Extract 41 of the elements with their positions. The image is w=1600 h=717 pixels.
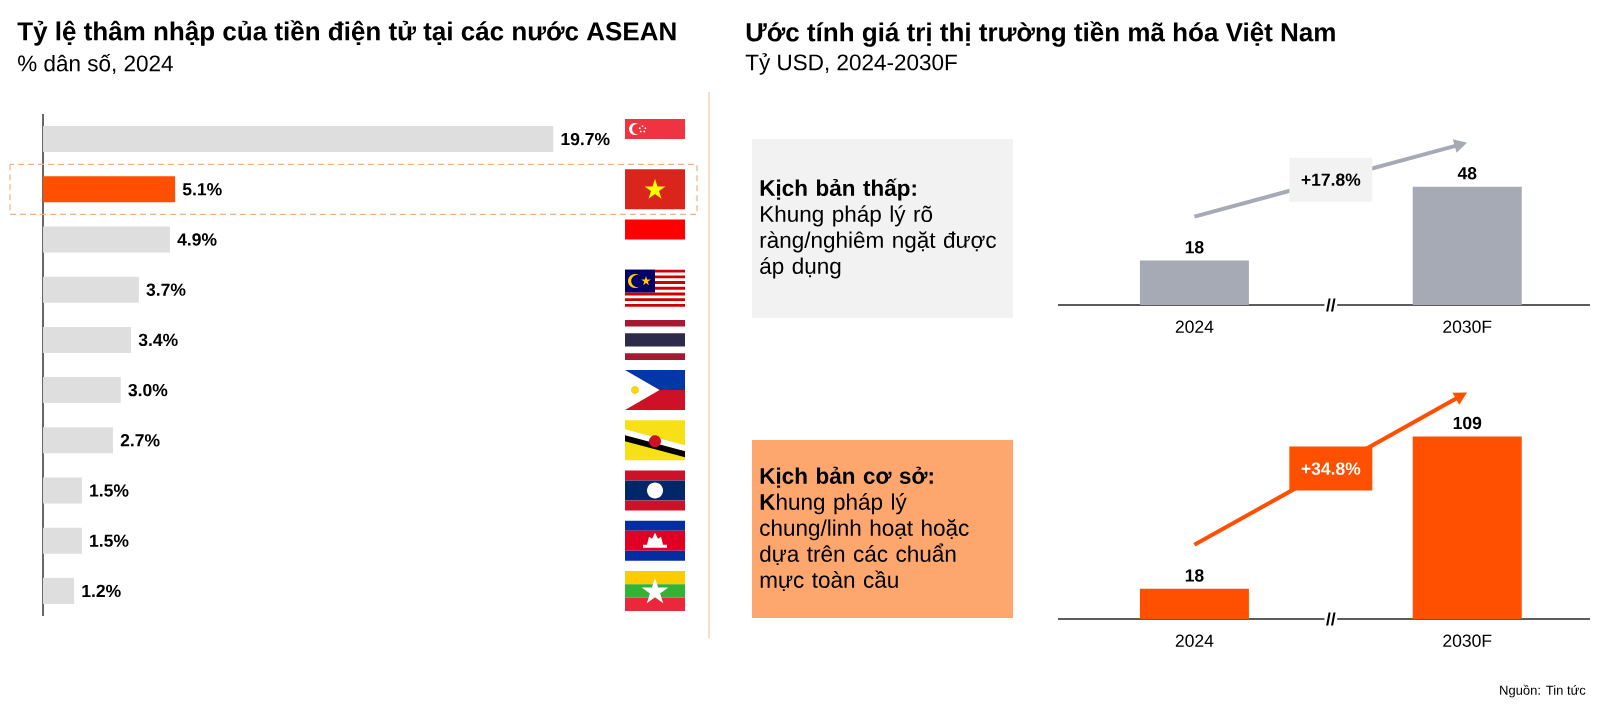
bar <box>43 477 82 504</box>
text: Nguồn: Tin tức <box>1500 684 1586 698</box>
annotation: // <box>1326 612 1336 626</box>
data-label: 4.9% <box>177 233 217 246</box>
data-label: 1.5% <box>90 534 129 547</box>
text: +17.8% <box>1301 173 1361 186</box>
text: Tỷ USD, 2024-2030F <box>745 53 957 75</box>
text: Kịch bản cơ sở: <box>760 466 933 488</box>
data-label: 18 <box>1185 569 1204 582</box>
data-label: 1.5% <box>90 484 129 497</box>
x-tick-label: 2024 <box>1175 320 1214 333</box>
bar <box>43 527 82 554</box>
bar <box>43 176 176 203</box>
chart-subtitle: % dân số, 2024 <box>18 53 173 75</box>
chart-title: Tỷ lệ thâm nhập của tiền điện tử tại các nước ASEAN <box>17 20 676 46</box>
data-label: 3.4% <box>138 333 178 347</box>
chart-title: Ước tính giá trị thị trường tiền mã hóa Việt Nam <box>746 21 1335 47</box>
bar <box>43 577 75 604</box>
data-label: 19.7% <box>561 132 610 146</box>
annotation: +34.8% <box>1301 462 1361 475</box>
bar <box>43 126 554 153</box>
data-label: 2.7% <box>120 434 160 447</box>
data-label: 109 <box>1453 416 1482 430</box>
data-label: 48 <box>1457 167 1477 180</box>
x-tick-label: 2024 <box>1175 634 1214 647</box>
annotation: // <box>1326 298 1336 312</box>
text: Khung pháp lý rõ ràng/nghiêm ngặt được áp dụng <box>760 205 997 279</box>
bar <box>43 326 132 353</box>
text: Khung pháp lý chung/linh hoạt hoặc dựa trên các chuẩn mực toàn cầu <box>760 493 969 592</box>
bar <box>43 226 170 253</box>
x-tick-label: 2030F <box>1443 634 1492 647</box>
data-label: 3.7% <box>146 283 186 296</box>
text: Kịch bản thấp: <box>760 178 916 201</box>
bar <box>43 427 113 454</box>
data-label: 1.2% <box>82 584 121 598</box>
x-tick-label: 2030F <box>1443 320 1492 333</box>
data-label: 5.1% <box>182 183 222 196</box>
data-label: 3.0% <box>128 383 168 397</box>
bar <box>43 377 121 404</box>
data-label: 18 <box>1185 241 1204 254</box>
bar <box>43 276 139 303</box>
